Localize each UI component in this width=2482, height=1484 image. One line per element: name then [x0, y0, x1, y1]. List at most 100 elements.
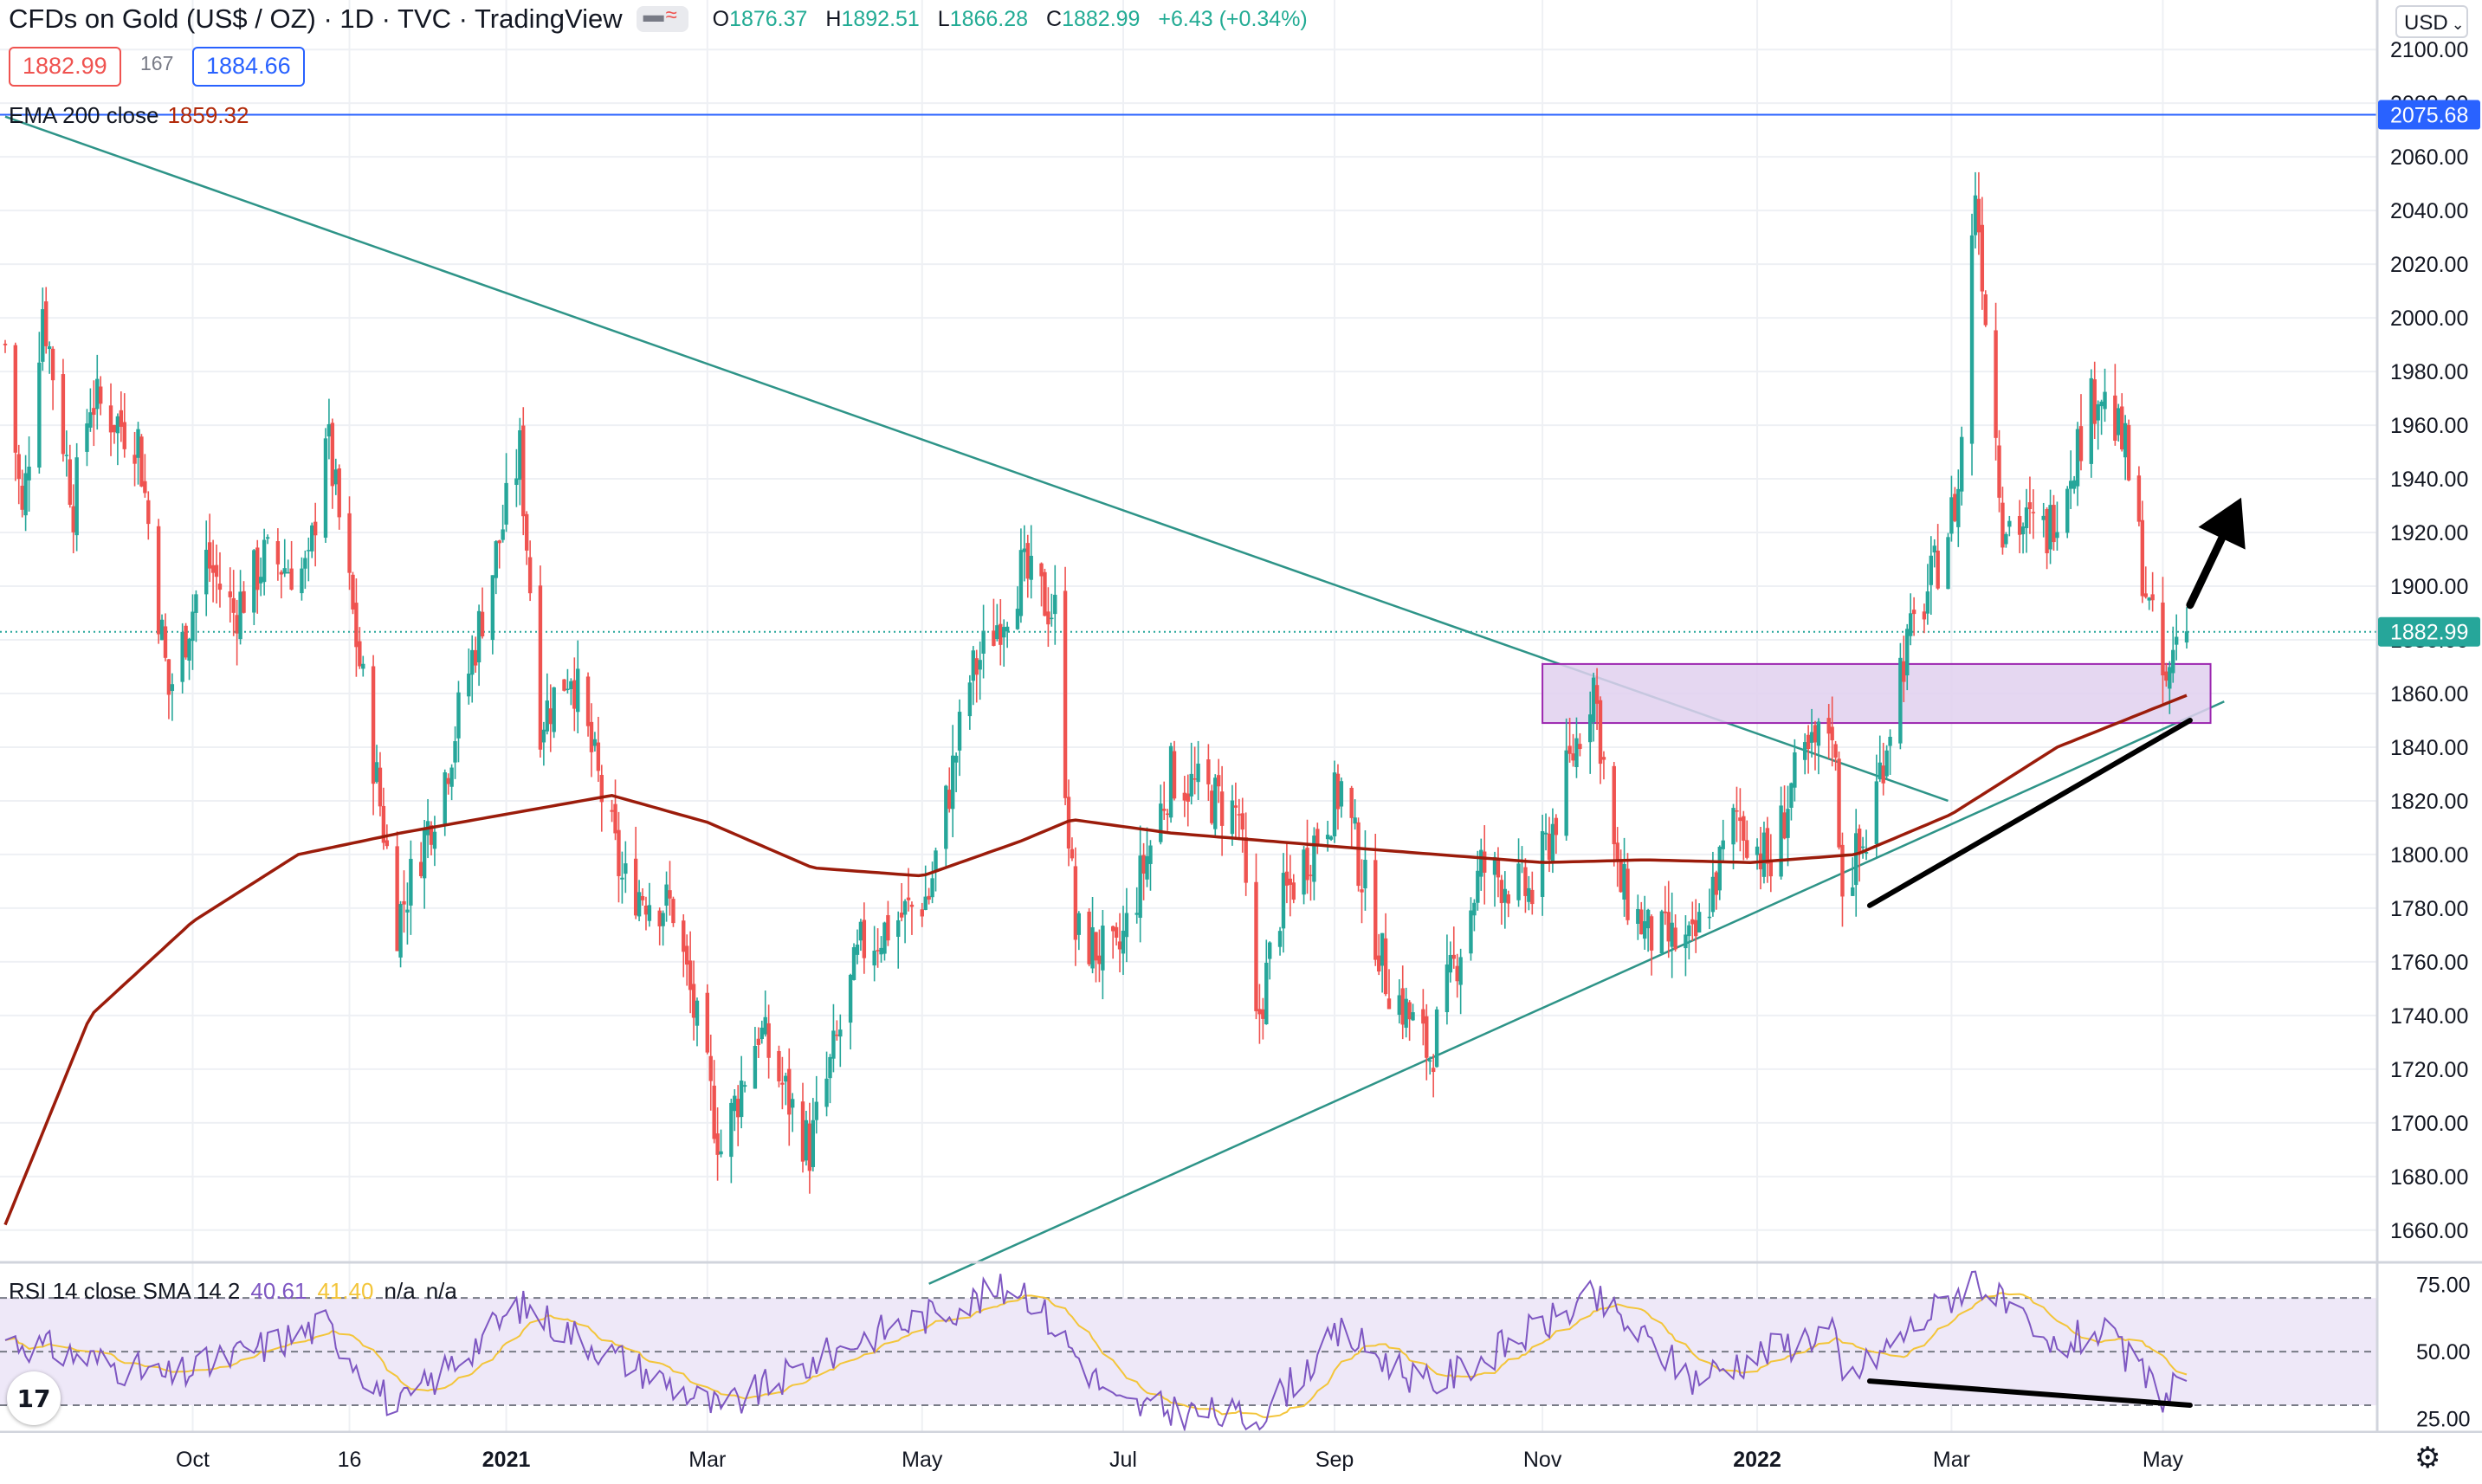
- time-axis-bg: [0, 1433, 2482, 1484]
- higher-lows-line[interactable]: [1866, 717, 2193, 908]
- candle: [1451, 926, 1456, 969]
- candle-body: [902, 900, 908, 915]
- candle-body: [1196, 763, 1200, 783]
- arrow-head[interactable]: [2198, 497, 2246, 550]
- rsi-legend[interactable]: RSI 14 close SMA 14 2 40.61 41.40 n/a n/a: [9, 1278, 457, 1305]
- candle: [191, 594, 195, 670]
- rsi-divergence-line[interactable]: [1866, 1378, 2193, 1409]
- candle: [637, 880, 642, 921]
- symbol-title[interactable]: CFDs on Gold (US$ / OZ) · 1D · TVC · Tra…: [9, 3, 623, 34]
- candle-body: [1476, 870, 1480, 903]
- buy-button[interactable]: 1884.66: [192, 47, 305, 87]
- candle: [927, 887, 931, 905]
- candle: [742, 1081, 747, 1093]
- candle: [494, 539, 498, 595]
- candle-body: [1090, 926, 1095, 969]
- rsi-axis[interactable]: 75.00 50.00 25.00: [2416, 1274, 2471, 1432]
- tradingview-logo-icon[interactable]: 𝟭𝟳: [7, 1371, 61, 1425]
- arrow-shaft[interactable]: [2186, 534, 2227, 610]
- candle: [824, 1051, 829, 1117]
- ema-legend-label: EMA 200 close: [9, 102, 159, 128]
- candle: [1254, 853, 1258, 1020]
- candle: [1973, 171, 1978, 248]
- candle: [668, 861, 672, 916]
- candle-body: [668, 890, 672, 899]
- legend-toggle-button[interactable]: ▬ ≈: [636, 3, 688, 32]
- candle-body: [258, 577, 263, 584]
- candle: [115, 413, 120, 466]
- candle: [838, 1014, 843, 1068]
- candle-body: [1936, 550, 1940, 589]
- candle: [1138, 825, 1142, 943]
- candle-body: [1448, 954, 1453, 973]
- candle-body: [1117, 941, 1122, 950]
- candle-body: [1421, 1009, 1425, 1024]
- price-tick-label: 1760.00: [2390, 951, 2468, 975]
- sell-button[interactable]: 1882.99: [9, 47, 121, 87]
- candle-body: [599, 775, 604, 803]
- candle-body: [527, 557, 533, 594]
- candle: [1448, 941, 1453, 983]
- candle-body: [303, 558, 307, 569]
- candle: [902, 899, 908, 944]
- candle-body: [1356, 822, 1361, 887]
- candle: [811, 1098, 816, 1171]
- candle: [1148, 840, 1153, 891]
- candle: [1503, 871, 1508, 929]
- candle-body: [1496, 858, 1501, 878]
- ema-legend[interactable]: EMA 200 close 1859.32: [9, 102, 249, 129]
- candle: [2113, 364, 2117, 446]
- candle-body: [862, 919, 867, 958]
- gear-icon[interactable]: ⚙: [2414, 1442, 2441, 1474]
- candle-body: [2024, 507, 2029, 528]
- candle-body: [1881, 765, 1885, 784]
- candle-body: [1578, 744, 1582, 750]
- candle-body: [1731, 808, 1735, 845]
- candle-body: [1878, 762, 1882, 780]
- candle-body: [2161, 602, 2165, 676]
- candle: [548, 684, 553, 752]
- up-arrow-annotation[interactable]: [2186, 497, 2246, 610]
- candle: [207, 513, 212, 583]
- candle: [1097, 929, 1102, 983]
- candle: [1193, 746, 1197, 795]
- candle: [1571, 733, 1575, 767]
- candle: [1601, 751, 1606, 780]
- candle-body: [119, 410, 124, 427]
- candle-body: [180, 631, 184, 682]
- candle-body: [2075, 429, 2080, 487]
- candle: [122, 393, 126, 458]
- candle: [1039, 562, 1044, 607]
- candle-body: [1134, 913, 1139, 915]
- candle: [480, 587, 485, 639]
- candle: [27, 436, 31, 512]
- candle: [2004, 532, 2008, 548]
- candle: [180, 623, 184, 694]
- candle: [1878, 735, 1882, 783]
- candle: [1953, 487, 1957, 523]
- time-axis[interactable]: Oct 16 2021 Mar May Jul Sep Nov 2022 Mar May: [176, 1448, 2184, 1472]
- candle-body: [729, 1102, 734, 1158]
- currency-dropdown[interactable]: USD ⌄: [2395, 5, 2468, 38]
- candle: [136, 422, 140, 485]
- candle-body: [1339, 781, 1344, 807]
- candle-body: [1911, 610, 1916, 615]
- candle: [1731, 803, 1735, 870]
- candle: [2126, 419, 2131, 481]
- candle: [279, 570, 284, 599]
- candle: [1029, 525, 1033, 599]
- candle-body: [333, 469, 338, 485]
- candle: [1779, 786, 1783, 880]
- candle-body: [184, 625, 188, 658]
- candle-body: [1018, 550, 1024, 616]
- support-zone-rectangle[interactable]: [1542, 662, 2212, 725]
- candle: [170, 673, 175, 721]
- candle: [194, 590, 198, 642]
- candle: [1210, 784, 1214, 825]
- candle: [1428, 1056, 1432, 1075]
- ascending-trendline[interactable]: [928, 700, 2225, 1285]
- candle-body: [1431, 1068, 1436, 1073]
- candle: [2099, 399, 2104, 436]
- candle-body: [521, 425, 526, 517]
